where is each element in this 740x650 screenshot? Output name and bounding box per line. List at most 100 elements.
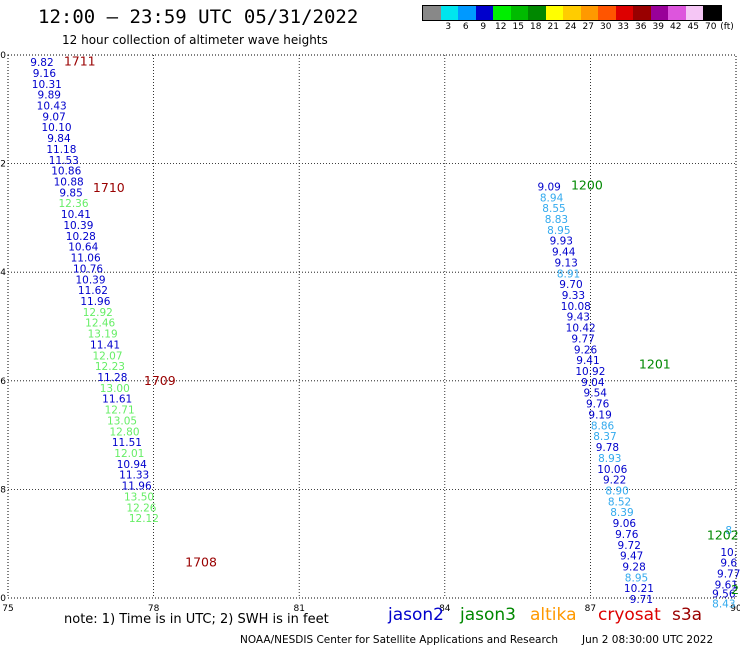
wave-height-label: 9.54	[584, 388, 608, 400]
wave-height-label: 10.64	[68, 242, 98, 254]
legend-level-label: 36	[635, 22, 647, 32]
satellite-name: s3a	[672, 605, 703, 625]
wave-height-label: 11.96	[122, 481, 152, 493]
wave-height-label: 9.84	[47, 133, 71, 145]
wave-height-label: 10.28	[66, 231, 96, 243]
legend-swatch	[440, 6, 458, 20]
legend-level-label: 6	[462, 22, 469, 32]
legend-swatch	[598, 6, 616, 20]
track-label: 1200	[571, 177, 603, 192]
legend-swatch	[528, 6, 546, 20]
wave-height-label: 9.09	[537, 181, 560, 193]
track-label: 2	[731, 582, 739, 597]
wave-height-label: 8.93	[598, 453, 621, 465]
wave-height-label: 9.28	[622, 562, 645, 574]
wave-height-label: 8.94	[540, 192, 564, 204]
legend-swatch	[475, 6, 493, 20]
date-stamp: Jun 2 08:30:00 UTC 2022	[582, 634, 714, 646]
lat-tick-label: -26	[0, 377, 6, 387]
legend-level-label: 18	[530, 22, 542, 32]
wave-height-label: 9.76	[586, 399, 610, 411]
wave-height-label: 12.71	[105, 405, 135, 417]
lon-tick-label: 87	[585, 604, 596, 614]
lon-tick-label: 75	[2, 604, 13, 614]
satellite-name: altika	[530, 605, 577, 625]
wave-height-points: 9.829.1610.319.8910.439.0710.109.8411.18…	[30, 57, 740, 610]
wave-height-label: 10.43	[37, 100, 67, 112]
wave-height-label: 9.22	[603, 475, 626, 487]
wave-height-label: 9.04	[581, 377, 605, 389]
wave-height-label: 11.96	[80, 296, 110, 308]
legend-level-label: 15	[512, 22, 524, 32]
wave-height-label: 8.37	[593, 431, 616, 443]
track-label: 1708	[185, 555, 217, 570]
wave-height-label: 11.61	[102, 394, 132, 406]
wave-height-label: 9.72	[618, 540, 641, 552]
wave-height-label: 9.70	[559, 279, 582, 291]
wave-height-label: 9.44	[552, 247, 576, 259]
legend-swatch	[703, 6, 721, 20]
map-frame	[7, 54, 737, 599]
legend-level-label: 21	[547, 22, 559, 32]
wave-height-label: 9.41	[576, 355, 599, 367]
legend-level-label: 9	[480, 22, 487, 32]
wave-height-label: 9.56	[712, 589, 736, 601]
wave-height-label: 9.13	[554, 257, 577, 269]
wave-height-label: 12.07	[92, 350, 122, 362]
track-label: 1711	[64, 54, 96, 69]
legend-swatch	[510, 6, 528, 20]
wave-height-label: 10.10	[42, 122, 72, 134]
wave-height-label: 10.42	[566, 323, 596, 335]
wave-height-label: 10.31	[32, 79, 62, 91]
wave-height-label: 8.86	[591, 420, 615, 432]
credit-text: NOAA/NESDIS Center for Satellite Applica…	[240, 634, 558, 646]
wave-height-label: 11.06	[71, 253, 101, 265]
lat-tick-label: -28	[0, 485, 6, 495]
legend-level-label: 39	[652, 22, 664, 32]
wave-height-label: 10.39	[75, 274, 105, 286]
wave-height-label: 11.62	[78, 285, 108, 297]
wave-height-label: 13.05	[107, 415, 137, 427]
legend-unit: (ft)	[720, 22, 734, 32]
wave-height-label: 11.18	[46, 144, 76, 156]
wave-height-label: 9.33	[562, 290, 585, 302]
lat-tick-label: -30	[0, 594, 6, 604]
wave-height-label: 10.	[720, 547, 737, 559]
wave-height-label: 12.23	[95, 361, 125, 373]
wave-height-label: 12.80	[109, 426, 139, 438]
wave-height-label: 9.76	[615, 529, 639, 541]
page-title: 12:00 — 23:59 UTC 05/31/2022	[38, 6, 359, 28]
lon-tick-label: 78	[148, 604, 160, 614]
wave-height-label: 10.06	[597, 464, 627, 476]
wave-height-label: 9.77	[571, 333, 594, 345]
wave-height-label: 10.21	[624, 583, 654, 595]
wave-height-label: 9.61	[715, 579, 738, 591]
wave-height-label: 10.76	[73, 263, 103, 275]
wave-height-label: 9.71	[630, 594, 653, 606]
wave-height-label: 8.95	[547, 225, 570, 237]
wave-height-label: 9.85	[59, 187, 82, 199]
wave-height-label: 11.41	[90, 339, 120, 351]
wave-height-label: 11.33	[119, 470, 149, 482]
legend-level-label: 27	[582, 22, 594, 32]
map-grid	[8, 55, 736, 598]
legend-swatch	[580, 6, 598, 20]
wave-height-label: 10.39	[63, 220, 93, 232]
wave-height-label: 9.78	[596, 442, 619, 454]
lat-tick-label: -20	[0, 51, 6, 61]
legend-level-label: 12	[495, 22, 507, 32]
wave-height-label: 10.41	[61, 209, 91, 221]
page-subtitle: 12 hour collection of altimeter wave hei…	[62, 33, 328, 47]
legend-swatch	[493, 6, 511, 20]
wave-height-label: 9.43	[567, 312, 590, 324]
wave-height-label: 8.52	[608, 496, 631, 508]
legend-level-label: 33	[617, 22, 629, 32]
wave-height-label: 10.08	[561, 301, 591, 313]
lon-tick-label: 81	[293, 604, 304, 614]
wave-height-label: 8.95	[625, 572, 648, 584]
wave-height-label: 10.86	[51, 166, 81, 178]
wave-height-label: 9.06	[613, 518, 637, 530]
lon-tick-label: 90	[730, 604, 740, 614]
legend-level-label: 3	[445, 22, 452, 32]
